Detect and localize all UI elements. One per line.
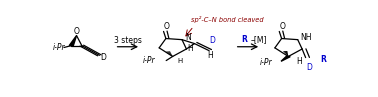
Text: NH: NH xyxy=(301,33,312,42)
Text: H: H xyxy=(187,44,193,53)
Text: O: O xyxy=(164,22,170,31)
Text: H: H xyxy=(177,58,182,64)
Text: i-Pr: i-Pr xyxy=(143,56,155,65)
Text: –[M]: –[M] xyxy=(250,35,267,44)
Text: D: D xyxy=(100,53,106,62)
Text: i-Pr: i-Pr xyxy=(53,43,66,52)
Text: H: H xyxy=(296,57,302,66)
Text: i-Pr: i-Pr xyxy=(260,58,272,67)
Polygon shape xyxy=(69,36,76,46)
Text: D: D xyxy=(306,63,312,72)
Text: D: D xyxy=(209,36,215,45)
Text: O: O xyxy=(280,22,285,31)
Text: R: R xyxy=(320,55,326,64)
Polygon shape xyxy=(281,56,290,61)
Text: 3 steps: 3 steps xyxy=(114,36,142,45)
Text: R: R xyxy=(241,35,247,44)
Text: O: O xyxy=(74,27,79,36)
Text: N: N xyxy=(185,33,191,42)
Text: H: H xyxy=(207,51,212,60)
Text: sp²-C–N bond cleaved: sp²-C–N bond cleaved xyxy=(191,16,263,23)
